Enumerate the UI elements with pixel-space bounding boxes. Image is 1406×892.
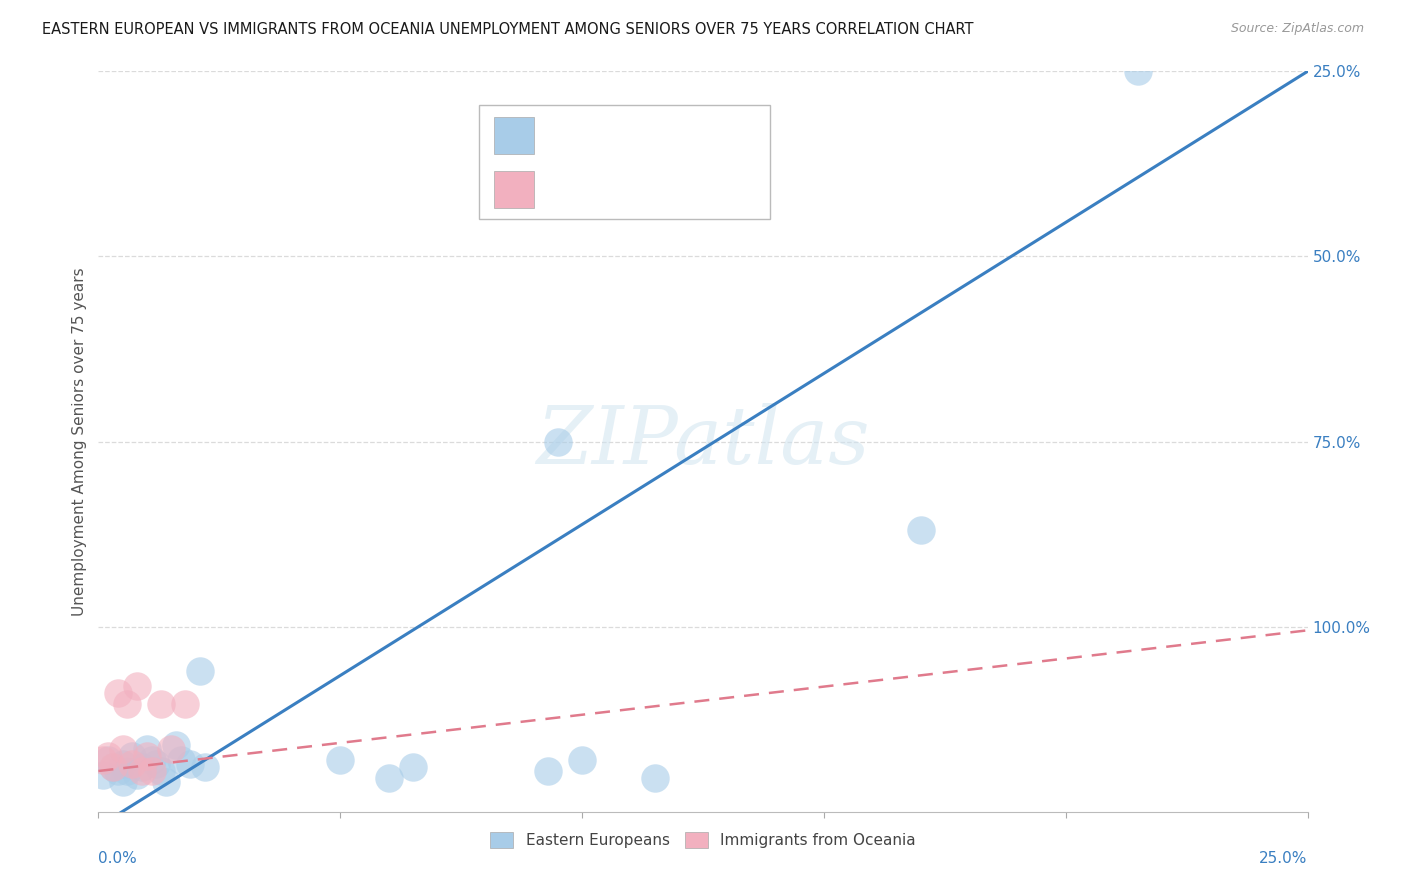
Text: 25.0%: 25.0% (1260, 851, 1308, 865)
Point (150, 698, 173, 712)
Point (1128, 64, 1150, 78)
Point (141, 764, 163, 778)
Point (117, 698, 139, 712)
Point (131, 760, 153, 774)
Point (97, 749, 120, 764)
Point (174, 698, 197, 712)
Point (97, 753, 120, 767)
Point (155, 775, 177, 789)
Point (127, 767, 149, 781)
Point (111, 741, 134, 756)
Point (135, 749, 157, 764)
Legend: Eastern Europeans, Immigrants from Oceania: Eastern Europeans, Immigrants from Ocean… (482, 824, 924, 856)
Point (121, 749, 143, 764)
Point (644, 772, 666, 786)
Point (537, 764, 560, 778)
Point (91, 767, 114, 781)
Point (127, 679, 149, 693)
Point (135, 741, 157, 756)
Point (131, 764, 153, 778)
Point (145, 756, 167, 771)
Point (910, 524, 932, 538)
Y-axis label: Unemployment Among Seniors over 75 years: Unemployment Among Seniors over 75 years (72, 268, 87, 615)
Point (101, 760, 124, 774)
Point (194, 760, 217, 774)
Point (101, 760, 124, 774)
Text: ZIPatlas: ZIPatlas (536, 403, 870, 480)
Point (121, 756, 143, 771)
Point (188, 664, 211, 678)
Point (571, 753, 593, 767)
Point (91, 753, 114, 767)
Point (179, 756, 201, 771)
Point (402, 760, 425, 774)
Point (377, 772, 399, 786)
Point (107, 686, 129, 700)
Point (150, 764, 173, 778)
Point (329, 753, 352, 767)
Point (107, 764, 129, 778)
Text: EASTERN EUROPEAN VS IMMIGRANTS FROM OCEANIA UNEMPLOYMENT AMONG SENIORS OVER 75 Y: EASTERN EUROPEAN VS IMMIGRANTS FROM OCEA… (42, 22, 974, 37)
Point (111, 775, 134, 789)
Point (117, 764, 139, 778)
Text: 0.0%: 0.0% (98, 851, 138, 865)
Point (141, 753, 163, 767)
Text: Source: ZipAtlas.com: Source: ZipAtlas.com (1230, 22, 1364, 36)
Point (165, 738, 187, 752)
Point (111, 756, 134, 771)
Point (169, 753, 191, 767)
Point (547, 434, 569, 449)
Point (160, 741, 183, 756)
